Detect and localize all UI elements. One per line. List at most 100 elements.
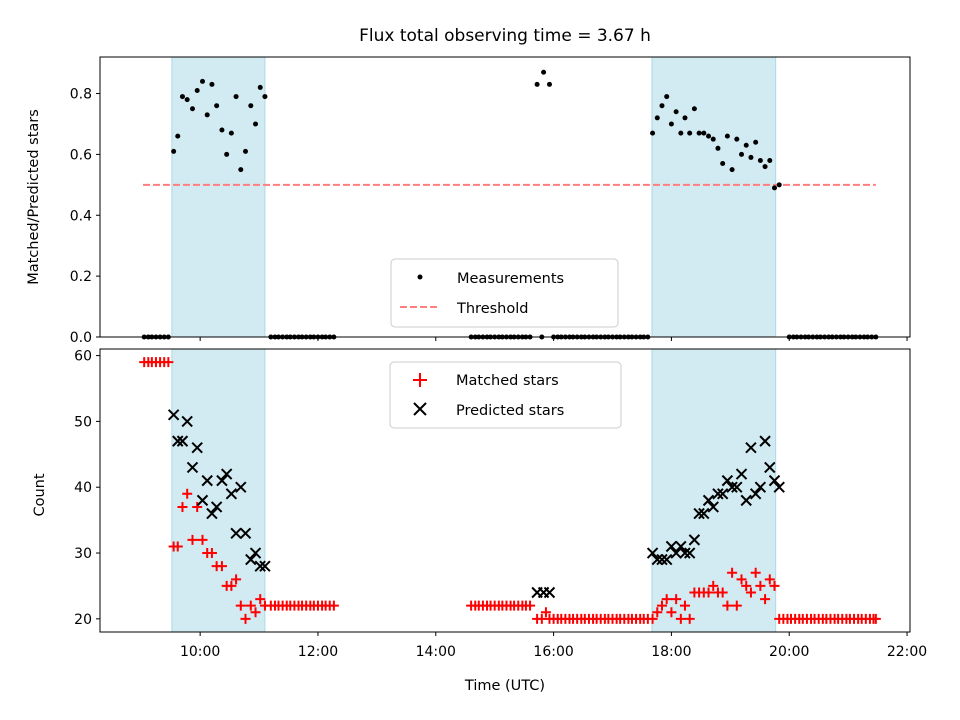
measurement-point [650, 130, 656, 136]
measurement-point [238, 167, 244, 173]
predicted-star-point [675, 540, 687, 553]
predicted-stars-points [167, 409, 785, 599]
measurement-point [253, 121, 259, 127]
measurement-point [720, 161, 726, 167]
measurement-point [534, 81, 540, 87]
measurement-point [691, 106, 697, 112]
predicted-star-point [191, 442, 203, 454]
bottom-y-ticks: 20 30 40 50 60 [74, 349, 100, 628]
bottom-y-tick-label: 30 [74, 546, 92, 562]
measurement-point [179, 94, 185, 100]
top-shaded-interval-2 [651, 56, 777, 338]
bottom-panel: 20 30 40 50 60 10:00 12:00 14:00 16:00 18:00 20:0… [32, 348, 927, 694]
top-panel: 0.00.20.40.60.8 Matched/Predicted stars … [26, 56, 911, 346]
measurement-point [729, 167, 735, 173]
predicted-star-point [254, 560, 266, 572]
matched-star-point [727, 567, 738, 578]
matched-star-point [760, 594, 771, 605]
measurement-point [762, 164, 768, 170]
matched-star-point [750, 567, 761, 578]
bottom-y-tick-label: 50 [74, 414, 92, 430]
predicted-star-point [196, 494, 209, 507]
predicted-star-point [683, 547, 696, 559]
matched-star-point [250, 607, 261, 618]
measurement-point [664, 94, 670, 100]
predicted-star-point [707, 501, 719, 513]
measurement-point [739, 151, 745, 157]
legend-predicted-marker [413, 402, 427, 416]
predicted-star-point [754, 481, 767, 493]
matched-star-point [192, 501, 203, 512]
predicted-star-point [186, 461, 199, 474]
measurement-point [776, 182, 782, 188]
matched-star-point [741, 580, 752, 591]
predicted-star-point [773, 481, 785, 493]
predicted-star-point [230, 527, 242, 539]
measurement-point [171, 148, 177, 154]
matched-star-point [255, 594, 266, 605]
measurement-point [233, 94, 239, 100]
legend-threshold-label: Threshold [456, 301, 528, 317]
bottom-y-tick-label: 20 [74, 612, 92, 628]
measurement-point [189, 106, 195, 112]
legend-predicted-label: Predicted stars [456, 403, 564, 419]
legend-matched-label: Matched stars [456, 373, 559, 389]
predicted-star-point [665, 540, 678, 553]
measurement-point [214, 103, 220, 109]
matched-star-point [736, 574, 747, 585]
predicted-star-point [249, 547, 262, 559]
matched-star-point [755, 580, 766, 591]
x-tick-label: 16:00 [533, 644, 573, 660]
predicted-star-point [749, 488, 762, 500]
predicted-star-point [167, 409, 180, 421]
measurement-point [715, 145, 721, 151]
predicted-star-point [172, 435, 184, 447]
measurement-point [724, 133, 730, 139]
measurement-point [687, 130, 693, 136]
matched-star-point [177, 501, 188, 512]
measurement-point [682, 115, 688, 121]
predicted-star-point [206, 507, 218, 520]
measurement-point [678, 130, 684, 136]
matched-star-point [661, 594, 672, 605]
measurement-point [673, 109, 679, 115]
predicted-star-point [646, 547, 659, 559]
matched-star-point [652, 607, 663, 618]
measurement-point [757, 157, 763, 163]
bottom-legend-box [389, 361, 622, 429]
matched-star-point [708, 580, 719, 591]
matched-star-point [731, 600, 742, 611]
predicted-star-point [216, 474, 228, 487]
matched-star-point [870, 613, 881, 624]
predicted-star-point [239, 527, 252, 539]
predicted-star-point [688, 534, 701, 546]
predicted-star-point [721, 474, 734, 487]
matched-star-point [540, 607, 551, 618]
x-tick-label: 10:00 [180, 644, 220, 660]
predicted-star-point [660, 553, 673, 566]
measurement-point [248, 103, 254, 109]
bottom-shaded-interval-1 [171, 348, 266, 633]
matched-star-point [226, 580, 237, 591]
predicted-star-point [543, 586, 556, 599]
predicted-star-point [259, 560, 271, 572]
legend-matched-marker [413, 373, 427, 387]
top-y-tick-label: 0.4 [70, 208, 92, 224]
bottom-y-tick-label: 60 [74, 349, 92, 365]
matched-star-point [182, 488, 193, 499]
bottom-y-tick-label: 40 [74, 480, 92, 496]
measurement-point [546, 81, 552, 87]
predicted-star-point [181, 415, 193, 428]
matched-star-point [216, 561, 227, 572]
x-tick-label: 22:00 [887, 644, 927, 660]
predicted-star-point [225, 488, 238, 500]
legend-measurements-marker [417, 274, 423, 280]
top-plot-frame [99, 56, 911, 338]
predicted-star-point [245, 553, 257, 566]
top-y-axis-label: Matched/Predicted stars [26, 109, 42, 285]
matched-star-point [769, 580, 780, 591]
matched-star-point [525, 600, 536, 611]
matched-star-point [206, 548, 217, 559]
measurement-point [734, 136, 740, 142]
predicted-star-point [698, 507, 710, 520]
